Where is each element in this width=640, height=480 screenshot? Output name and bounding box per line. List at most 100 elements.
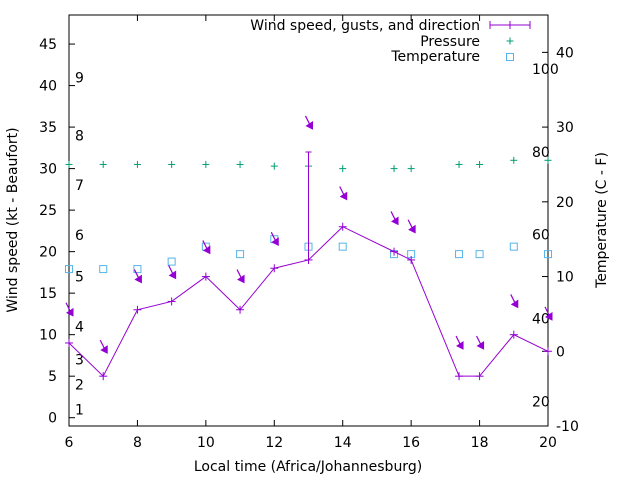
pressure-point (407, 165, 415, 173)
legend-sample-wind-point (506, 21, 514, 29)
wind-direction-arrow-head (456, 341, 464, 350)
temperature-point (99, 265, 108, 274)
temperature-point (455, 250, 464, 259)
y-tick-label: 25 (39, 203, 57, 219)
y2-tick-label: 40 (556, 45, 574, 61)
legend-label-wind: Wind speed, gusts, and direction (250, 18, 480, 34)
y2-tick-label: 0 (556, 344, 565, 360)
fahrenheit-label: 80 (532, 145, 550, 161)
pressure-point (133, 160, 141, 168)
wind-direction-arrow (99, 339, 108, 354)
wind-direction-arrow (270, 231, 279, 246)
x-tick-label: 8 (133, 435, 142, 451)
temperature-point (167, 257, 176, 266)
temperature-point (544, 250, 552, 259)
wind-speed-point (65, 338, 73, 347)
temperature-point (133, 265, 142, 274)
wind-speed-point (99, 372, 108, 381)
pressure-point (390, 165, 398, 173)
y-tick-label: 0 (48, 411, 57, 427)
wind-direction-arrow-head (391, 216, 399, 226)
fahrenheit-label: 60 (532, 228, 550, 244)
y-tick-label: 30 (39, 162, 57, 178)
wind-direction-arrow (168, 265, 177, 280)
temperature-point (475, 250, 484, 259)
wind-speed-point (407, 255, 416, 264)
pressure-point (99, 160, 107, 168)
wind-direction-arrow-head (408, 224, 416, 234)
pressure-point (270, 162, 278, 170)
wind-direction-arrow (339, 186, 348, 201)
legend-sample-temperature (506, 53, 514, 61)
beaufort-label: 6 (75, 228, 84, 244)
wind-direction-arrow-head (476, 341, 485, 350)
y-tick-label: 20 (39, 245, 57, 261)
pressure-point (339, 165, 347, 173)
pressure-point (510, 156, 518, 164)
beaufort-label: 9 (75, 70, 84, 86)
wind-direction-arrow (202, 240, 211, 255)
wind-direction-arrow-head (100, 345, 108, 354)
wind-direction-arrow-head (237, 274, 245, 284)
y-tick-label: 45 (39, 37, 57, 53)
wind-direction-arrow-head (271, 237, 279, 246)
wind-direction-arrow-head (305, 121, 313, 130)
fahrenheit-label: 100 (532, 62, 559, 78)
temperature-point (509, 242, 518, 251)
x-tick-label: 10 (197, 435, 215, 451)
wind-direction-arrow-head (66, 307, 74, 317)
pressure-point (65, 160, 73, 168)
wind-direction-arrow (65, 302, 74, 317)
y-tick-label: 35 (39, 120, 57, 136)
wind-direction-arrow (407, 219, 416, 234)
wind-direction-arrow-head (168, 270, 177, 280)
y2-tick-label: -10 (556, 419, 579, 435)
y2-tick-label: 20 (556, 195, 574, 211)
pressure-point (455, 160, 463, 168)
x-axis-label: Local time (Africa/Johannesburg) (194, 459, 422, 475)
y2-tick-label: 10 (556, 270, 574, 286)
fahrenheit-label: 20 (532, 394, 550, 410)
ticks-layer: 6 8 10 12 14 16 18 20051015202530354045-1001020… (39, 15, 579, 451)
wind-direction-arrow (544, 306, 553, 321)
marks-layer (65, 115, 553, 381)
wind-direction-arrow-head (202, 245, 211, 255)
beaufort-label: 8 (75, 128, 84, 144)
plot-frame (68, 14, 549, 427)
y-tick-label: 5 (48, 369, 57, 385)
wind-direction-arrow (390, 211, 399, 226)
wind-speed-point (455, 372, 464, 381)
wind-direction-arrow-head (339, 191, 348, 201)
beaufort-label: 3 (75, 353, 84, 369)
y2-tick-label: 30 (556, 120, 574, 136)
legend-sample-pressure (506, 37, 514, 45)
wind-direction-arrow (304, 115, 313, 130)
beaufort-label: 2 (75, 377, 84, 393)
wind-speed-point (509, 330, 518, 339)
y-tick-label: 40 (39, 79, 57, 95)
y-tick-label: 15 (39, 286, 57, 302)
beaufort-label: 4 (75, 319, 84, 335)
legend: Wind speed, gusts, and direction Pressur… (250, 18, 531, 65)
pressure-point (544, 156, 552, 164)
pressure-point (236, 160, 244, 168)
beaufort-label: 1 (75, 402, 84, 418)
wind-direction-arrow (455, 335, 464, 350)
wind-speed-point (167, 297, 176, 306)
beaufort-label: 5 (75, 270, 84, 286)
y-tick-label: 10 (39, 328, 57, 344)
x-tick-label: 14 (334, 435, 352, 451)
pressure-point (168, 160, 176, 168)
wind-speed-point (390, 247, 399, 256)
wind-direction-arrow-head (545, 311, 553, 321)
wind-speed-point (475, 372, 484, 381)
x-tick-label: 18 (471, 435, 489, 451)
wind-speed-point (236, 305, 245, 314)
x-tick-label: 6 (65, 435, 74, 451)
legend-label-temperature: Temperature (390, 49, 480, 65)
wind-speed-point (270, 264, 279, 273)
y2-axis-label: Temperature (C - F) (594, 152, 610, 289)
wind-direction-arrow-head (134, 274, 142, 284)
wind-speed-point (201, 272, 210, 281)
